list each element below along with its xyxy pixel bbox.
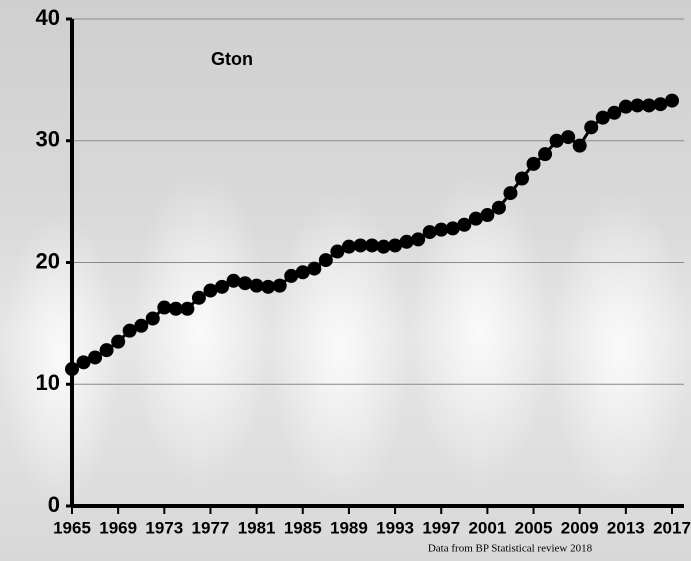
data-point bbox=[319, 253, 333, 267]
data-point bbox=[134, 319, 148, 333]
data-point bbox=[584, 120, 598, 134]
y-tick-label: 20 bbox=[36, 248, 60, 273]
data-point bbox=[88, 350, 102, 364]
data-point bbox=[146, 312, 160, 326]
x-tick-label: 1997 bbox=[422, 518, 460, 537]
data-point bbox=[538, 147, 552, 161]
x-tick-label: 1965 bbox=[53, 518, 91, 537]
x-tick-label: 2017 bbox=[653, 518, 691, 537]
data-point bbox=[423, 225, 437, 239]
data-point bbox=[227, 274, 241, 288]
y-tick-label: 10 bbox=[36, 370, 60, 395]
data-point bbox=[307, 262, 321, 276]
data-point bbox=[492, 201, 506, 215]
x-tick-label: 1973 bbox=[145, 518, 183, 537]
y-tick-label: 40 bbox=[36, 5, 60, 30]
x-tick-label: 1981 bbox=[238, 518, 276, 537]
x-tick-label: 1985 bbox=[284, 518, 322, 537]
x-tick-label: 1989 bbox=[330, 518, 368, 537]
source-note: Data from BP Statistical review 2018 bbox=[428, 543, 593, 555]
data-point bbox=[273, 279, 287, 293]
data-point bbox=[527, 157, 541, 171]
background-smoke bbox=[0, 170, 690, 510]
data-point bbox=[515, 171, 529, 185]
x-tick-label: 1993 bbox=[376, 518, 414, 537]
x-tick-label: 2005 bbox=[515, 518, 553, 537]
data-point bbox=[180, 302, 194, 316]
data-point bbox=[503, 186, 517, 200]
unit-annotation: Gton bbox=[211, 49, 253, 69]
page: Gton Data from BP Statistical review 201… bbox=[0, 0, 691, 561]
x-tick-label: 1977 bbox=[192, 518, 230, 537]
x-tick-label: 2001 bbox=[468, 518, 506, 537]
data-point bbox=[192, 291, 206, 305]
data-point bbox=[111, 335, 125, 349]
data-point bbox=[665, 94, 679, 108]
x-tick-label: 2009 bbox=[561, 518, 599, 537]
y-tick-label: 30 bbox=[36, 127, 60, 152]
data-point bbox=[480, 208, 494, 222]
x-tick-label: 1969 bbox=[99, 518, 137, 537]
y-tick-label: 0 bbox=[48, 492, 60, 517]
data-point bbox=[561, 130, 575, 144]
x-tick-label: 2013 bbox=[607, 518, 645, 537]
data-point bbox=[238, 276, 252, 290]
chart: Gton Data from BP Statistical review 201… bbox=[0, 0, 691, 561]
data-point bbox=[100, 343, 114, 357]
data-point bbox=[573, 139, 587, 153]
data-point bbox=[400, 235, 414, 249]
data-point bbox=[411, 232, 425, 246]
